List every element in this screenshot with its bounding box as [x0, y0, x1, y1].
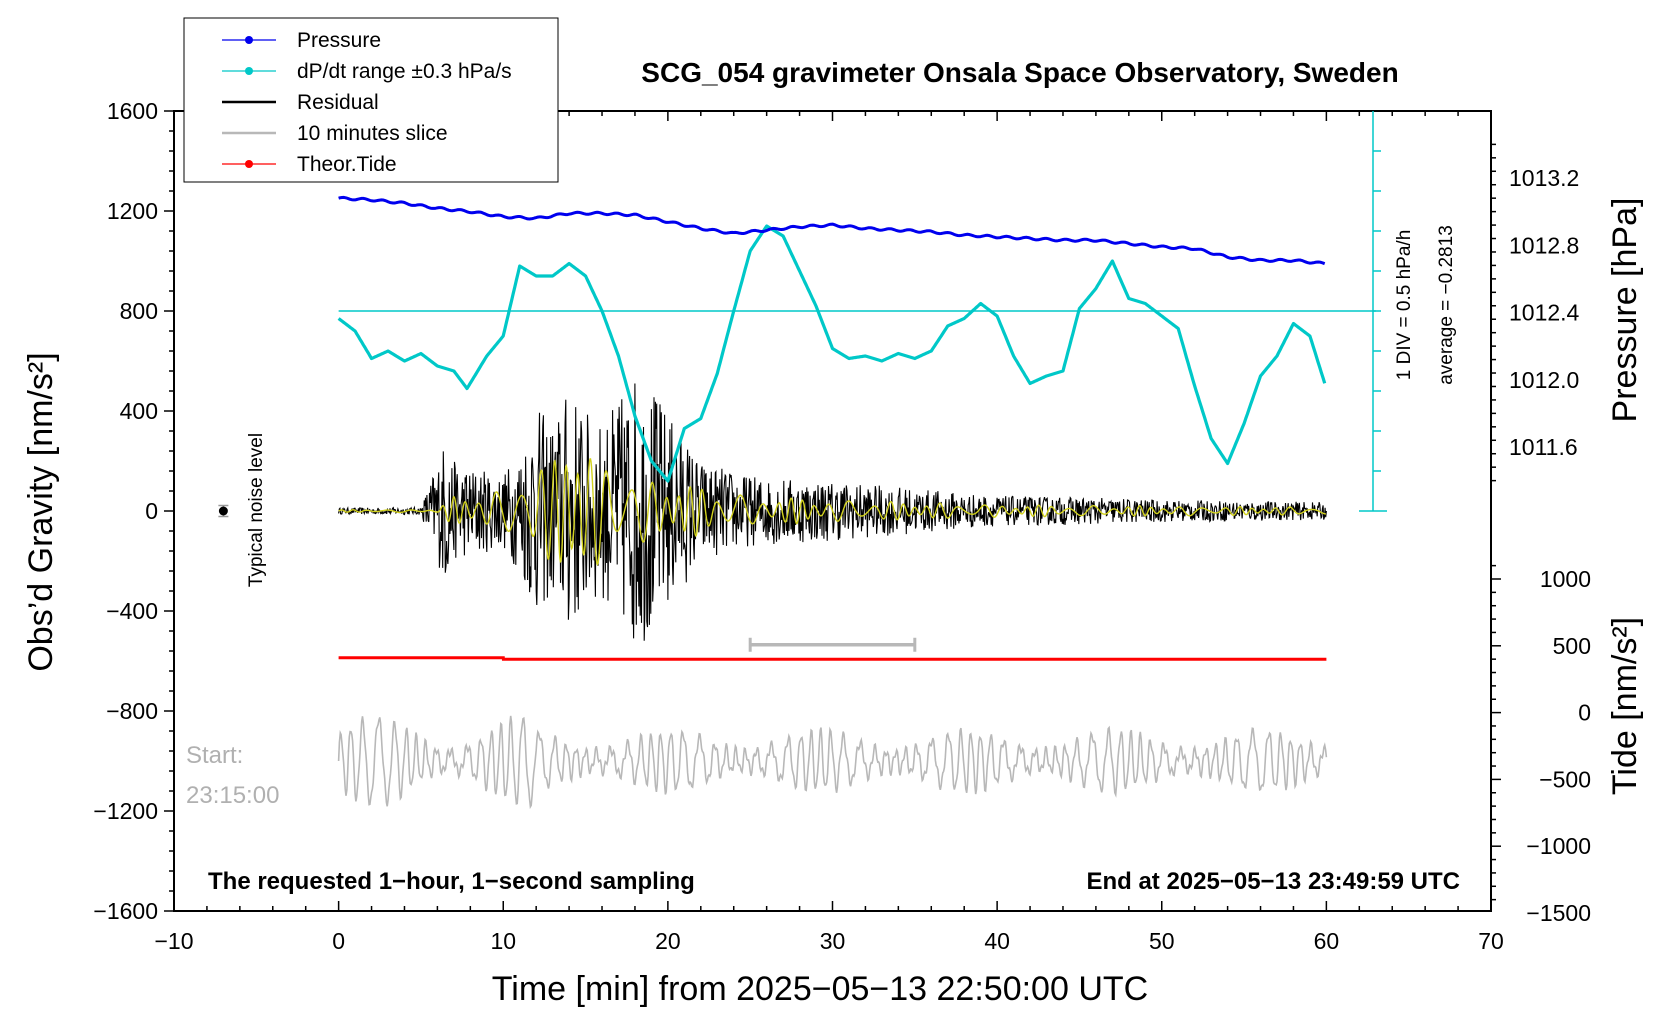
- legend-label: Theor.Tide: [297, 153, 397, 176]
- legend-marker: [245, 36, 253, 44]
- cyan-scale: [1359, 111, 1387, 512]
- x-axis-label: Time [min] from 2025−05−13 22:50:00 UTC: [492, 970, 1148, 1008]
- tide-tick-label: −1500: [1526, 900, 1591, 926]
- pressure-tick-label: 1011.6: [1509, 434, 1578, 460]
- x-tick-label: 10: [490, 928, 516, 954]
- legend-label: Pressure: [297, 29, 381, 52]
- residual-line: [338, 383, 1327, 641]
- pressure-tick-label: 1012.0: [1509, 367, 1579, 393]
- tide-line: [338, 656, 1327, 661]
- legend-label: Residual: [297, 91, 379, 114]
- filtered-line: [338, 458, 1326, 566]
- legend-label: dP/dt range ±0.3 hPa/s: [297, 60, 512, 83]
- y-tick-label: 1200: [107, 198, 158, 224]
- tide-tick-label: 500: [1553, 633, 1591, 659]
- y-tick-label: −1200: [93, 798, 158, 824]
- legend-marker: [245, 160, 253, 168]
- start-label: Start:: [186, 742, 243, 769]
- y-tick-label: −800: [106, 698, 158, 724]
- average-label: average = −0.2813: [1436, 225, 1457, 385]
- start-time-label: 23:15:00: [186, 782, 279, 809]
- legend: Pressure dP/dt range ±0.3 hPa/s Residual 10…: [183, 17, 559, 183]
- pressure-tick-label: 1013.2: [1509, 165, 1579, 191]
- pressure-tick-label: 1012.4: [1509, 300, 1580, 326]
- plot-lines: [218, 195, 1376, 810]
- y-tick-label: 800: [120, 298, 158, 324]
- dpdt-line: [337, 224, 1327, 483]
- x-tick-label: 40: [984, 928, 1010, 954]
- x-tick-label: 50: [1149, 928, 1175, 954]
- tide-axis-label: Tide [nm/s²]: [1606, 617, 1644, 795]
- axes: −10 0 10 20 30 40 50 60 70 −1600 −1200 −800 −400 0 400…: [93, 98, 1591, 954]
- slice-line: [337, 715, 1328, 810]
- legend-marker: [245, 67, 253, 75]
- y-axis-left-label: Obs’d Gravity [nm/s²]: [22, 352, 60, 671]
- legend-label: 10 minutes slice: [297, 122, 448, 145]
- x-tick-label: 30: [820, 928, 846, 954]
- legend-box: [183, 17, 559, 183]
- legend-entries: Pressure dP/dt range ±0.3 hPa/s Residual 10…: [222, 29, 512, 176]
- tide-tick-label: −500: [1539, 766, 1591, 792]
- y-tick-label: 400: [120, 398, 158, 424]
- pressure-axis-label: Pressure [hPa]: [1606, 198, 1644, 423]
- tide-tick-label: 0: [1578, 700, 1591, 726]
- sampling-note: The requested 1−hour, 1−second sampling: [208, 868, 695, 895]
- x-tick-label: 20: [655, 928, 681, 954]
- y-tick-label: −400: [106, 598, 158, 624]
- x-tick-label: 70: [1478, 928, 1504, 954]
- x-tick-label: 0: [332, 928, 345, 954]
- y-tick-label: 1600: [107, 98, 158, 124]
- tide-tick-label: −1000: [1526, 833, 1591, 859]
- x-tick-label: 60: [1314, 928, 1340, 954]
- y-tick-label: 0: [145, 498, 158, 524]
- pressure-line: [338, 195, 1326, 266]
- y-tick-label: −1600: [93, 898, 158, 924]
- div-label: 1 DIV = 0.5 hPa/h: [1394, 230, 1415, 381]
- pressure-tick-label: 1012.8: [1509, 232, 1579, 258]
- noise-marker: [218, 506, 228, 516]
- noise-level-label: Typical noise level: [246, 433, 267, 587]
- tide-tick-label: 1000: [1540, 566, 1591, 592]
- chart-title: SCG_054 gravimeter Onsala Space Observat…: [641, 57, 1398, 88]
- x-tick-label: −10: [154, 928, 193, 954]
- end-time-note: End at 2025−05−13 23:49:59 UTC: [1086, 868, 1460, 895]
